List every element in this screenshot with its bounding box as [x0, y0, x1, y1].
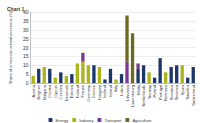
svg-text:Industry: Industry: [79, 118, 93, 123]
svg-text:Luxembourg: Luxembourg: [130, 85, 135, 107]
svg-text:35: 35: [23, 18, 29, 24]
svg-text:5: 5: [26, 71, 29, 77]
svg-text:15: 15: [23, 53, 29, 59]
svg-text:Ireland: Ireland: [108, 85, 113, 97]
svg-text:Finland: Finland: [75, 85, 80, 98]
svg-text:Spain: Spain: [180, 85, 185, 95]
svg-text:Iceland: Iceland: [102, 85, 107, 98]
svg-text:Slovenia: Slovenia: [174, 84, 179, 100]
svg-text:Germany: Germany: [86, 85, 91, 101]
svg-text:France: France: [80, 84, 85, 97]
svg-text:25: 25: [23, 36, 29, 42]
svg-text:40: 40: [22, 9, 29, 15]
svg-text:Netherlands: Netherlands: [141, 85, 146, 107]
svg-text:Slovakia: Slovakia: [169, 84, 174, 100]
svg-text:Energy: Energy: [56, 118, 69, 123]
svg-text:Agriculture: Agriculture: [132, 118, 152, 123]
svg-text:Poland: Poland: [152, 85, 157, 97]
svg-text:Austria: Austria: [31, 84, 36, 97]
svg-text:Lithuania: Lithuania: [125, 84, 130, 101]
svg-text:Portugal: Portugal: [158, 85, 163, 100]
svg-text:Estonia: Estonia: [69, 84, 74, 98]
svg-text:Italy: Italy: [113, 85, 118, 92]
svg-text:0: 0: [26, 80, 29, 86]
svg-text:Greece: Greece: [91, 84, 96, 98]
svg-text:20: 20: [23, 45, 29, 51]
svg-text:Czechia: Czechia: [58, 84, 63, 99]
svg-text:Belgium: Belgium: [36, 84, 41, 99]
svg-text:Bulgaria: Bulgaria: [42, 84, 47, 99]
svg-text:Sweden: Sweden: [185, 85, 190, 99]
svg-text:Denmark: Denmark: [64, 85, 69, 101]
svg-text:Romania: Romania: [163, 84, 168, 101]
svg-text:Switzerland: Switzerland: [191, 85, 196, 106]
svg-text:Latvia: Latvia: [119, 84, 124, 95]
svg-text:Croatia: Croatia: [47, 84, 52, 98]
svg-text:Hungary: Hungary: [97, 85, 102, 100]
svg-text:Cyprus: Cyprus: [53, 85, 58, 98]
svg-text:Chart 1: Chart 1: [7, 6, 24, 12]
svg-text:Malta: Malta: [136, 84, 141, 95]
svg-text:Norway: Norway: [147, 85, 152, 99]
svg-text:30: 30: [23, 27, 29, 33]
svg-text:Share of emissions in total em: Share of emissions in total emissions (%…: [8, 10, 13, 84]
svg-text:Transport: Transport: [104, 118, 122, 123]
svg-text:10: 10: [23, 62, 29, 68]
